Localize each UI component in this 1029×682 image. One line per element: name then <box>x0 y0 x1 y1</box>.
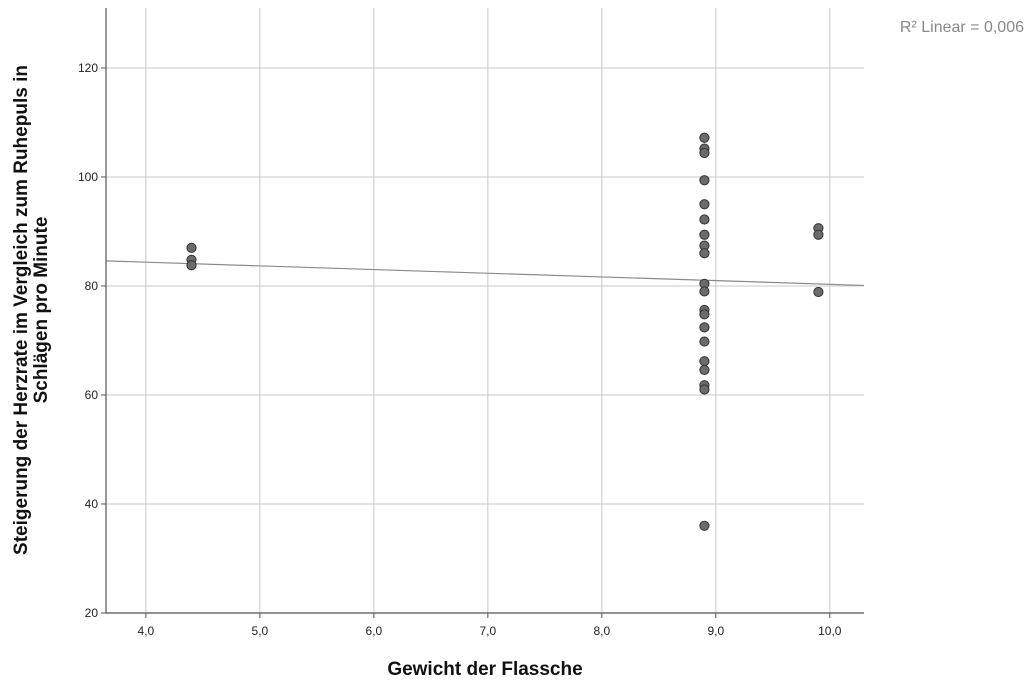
y-tick-label: 80 <box>85 279 99 293</box>
y-tick-label: 100 <box>78 170 98 184</box>
data-point <box>699 147 710 159</box>
x-tick-label: 9,0 <box>707 624 724 638</box>
x-tick-label: 8,0 <box>593 624 610 638</box>
fit-line-group <box>105 260 865 287</box>
y-axis-title: Steigerung der Herzrate im Vergleich zum… <box>11 65 52 555</box>
data-point <box>699 356 710 367</box>
y-tick-label: 120 <box>78 61 98 75</box>
data-point <box>699 132 710 143</box>
x-tick-label: 5,0 <box>252 624 269 638</box>
data-point <box>699 309 710 320</box>
data-point <box>699 175 710 186</box>
regression-fit-line <box>105 260 865 287</box>
data-point <box>186 260 197 271</box>
data-point <box>699 364 710 376</box>
x-axis-title: Gewicht der Flassche <box>387 659 582 680</box>
data-point <box>699 248 710 259</box>
data-point <box>699 520 710 531</box>
y-tick-label: 60 <box>85 388 99 402</box>
data-point <box>186 242 197 253</box>
data-point <box>813 229 824 240</box>
y-axis-title-line-1: Steigerung der Herzrate im Vergleich zum… <box>11 65 32 555</box>
grid <box>106 8 864 613</box>
data-point <box>813 286 824 298</box>
x-tick-label: 4,0 <box>138 624 155 638</box>
data-points <box>186 132 824 531</box>
x-tick-label: 6,0 <box>366 624 383 638</box>
data-point <box>699 229 710 240</box>
x-tick-labels: 4,0 5,0 6,0 7,0 8,0 9,0 10,0 <box>138 624 842 638</box>
data-point <box>699 286 710 297</box>
y-tick-label: 40 <box>85 497 99 511</box>
x-tick-label: 10,0 <box>818 624 842 638</box>
axes <box>101 8 864 618</box>
r-squared-annotation: R² Linear = 0,006 <box>900 19 1024 36</box>
data-point <box>699 336 710 347</box>
data-point <box>699 322 710 333</box>
data-point <box>699 214 710 225</box>
y-tick-labels: 20 40 60 80 100 120 <box>78 61 98 620</box>
y-axis-title-line-2: Schlägen pro Minute <box>31 217 52 404</box>
y-tick-label: 20 <box>85 606 99 620</box>
data-point <box>699 384 710 395</box>
data-point <box>699 199 710 210</box>
x-tick-label: 7,0 <box>480 624 497 638</box>
